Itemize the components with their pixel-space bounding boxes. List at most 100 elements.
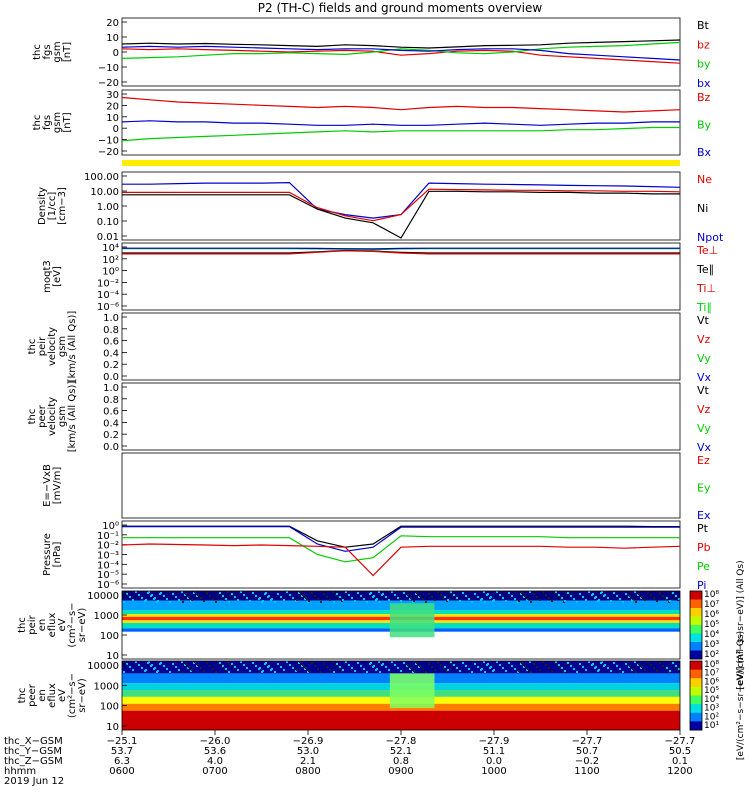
spectrogram-band	[122, 710, 680, 730]
colorbar-cell	[690, 678, 702, 688]
ytick-label: 10	[106, 113, 119, 124]
colorbar-cell	[690, 625, 702, 634]
colorbar-tick-label: 10⁸	[704, 660, 719, 670]
spectrogram-noise	[635, 601, 637, 603]
spectrogram-noise	[200, 667, 202, 669]
spectrogram-noise	[419, 595, 421, 597]
spectrogram-noise	[659, 592, 661, 594]
ylabel-line: eV	[57, 618, 68, 631]
spectrogram-noise	[373, 595, 375, 597]
spectrogram-noise	[271, 598, 273, 600]
ytick-label: 10⁻²	[97, 278, 119, 289]
spectrogram-noise	[129, 666, 131, 668]
spectrogram-noise	[320, 671, 322, 673]
spectrogram-noise	[228, 601, 230, 603]
spectrogram-noise	[570, 595, 572, 597]
colorbar-tick-label: 10⁴	[704, 630, 719, 640]
panel-3: Density[1/cc][cm−3] 100.00 10.00 1.00 0.10 0.…	[37, 171, 724, 244]
legend-entry: Vt	[697, 314, 710, 327]
legend-entry: Vt	[697, 384, 710, 397]
ytick-label: 0.01	[97, 232, 119, 243]
ylabel-line: fgs	[42, 44, 53, 59]
spectrogram-noise	[564, 600, 566, 602]
spectrogram-noise	[391, 591, 393, 593]
ylabel-line: sr−eV)	[77, 678, 88, 713]
ylabel-line: thc	[32, 44, 43, 60]
legend-entry: Te⊥	[696, 244, 718, 257]
ytick-label: 10	[106, 33, 119, 44]
spectrogram-noise	[222, 665, 224, 667]
spectrogram-noise	[407, 594, 409, 596]
ylabel-line: en	[37, 689, 48, 702]
spectrogram-noise	[268, 665, 270, 667]
ytick-label: 0.0	[103, 442, 119, 453]
spectrogram-noise	[181, 591, 183, 593]
spectrogram-noise	[471, 671, 473, 673]
spectrogram-noise	[132, 669, 134, 671]
spectrogram-noise	[484, 601, 486, 603]
ytick-label: 1000	[94, 611, 119, 622]
spectrogram-noise	[255, 595, 257, 597]
spectrogram-noise	[351, 667, 353, 669]
spectrogram-noise	[576, 671, 578, 673]
spectrogram-noise	[481, 598, 483, 600]
spectrogram-noise	[348, 664, 350, 666]
spectrogram-noise	[622, 601, 624, 603]
colorbar-label: [eV/(cm²−s−sr−eV)] (All Qs)	[736, 631, 746, 760]
ytick-label: 0	[113, 124, 119, 135]
spectrogram-noise	[243, 664, 245, 666]
spectrogram-noise	[391, 661, 393, 663]
series-by-line	[121, 41, 681, 59]
spectrogram-noise	[529, 661, 531, 663]
spectrogram-noise	[326, 596, 328, 598]
spectrogram-noise	[536, 596, 538, 598]
spectrogram-noise	[656, 670, 658, 672]
xtick-x-label: −27.9	[479, 736, 510, 747]
series-bz-line	[121, 96, 681, 113]
colorbar-frame	[689, 660, 703, 731]
legend-entry: Ey	[697, 482, 711, 495]
spectrogram-noise	[388, 599, 390, 601]
spectrogram-noise	[487, 593, 489, 595]
panel-frame	[121, 590, 681, 660]
xtick-t-label: 0900	[388, 766, 413, 777]
spectrogram-noise	[592, 593, 594, 595]
ytick-label: 10	[106, 722, 119, 733]
ylabel-line: thc	[17, 617, 28, 633]
ytick-label: 1000	[94, 681, 119, 692]
spectrogram-noise	[308, 600, 310, 602]
series-ni-line	[122, 190, 680, 239]
spectrogram-noise	[653, 597, 655, 599]
spectrogram-noise	[647, 661, 649, 663]
spectrogram-noise	[474, 663, 476, 665]
xaxis-row-label: thc_X−GSM	[4, 736, 63, 747]
panel-frame	[121, 17, 681, 87]
spectrogram-noise	[194, 591, 196, 593]
ytick-label: 0.6	[103, 337, 119, 348]
spectrogram-noise	[339, 596, 341, 598]
spectrogram-noise	[595, 666, 597, 668]
spectrogram-noise	[289, 664, 291, 666]
spectrogram-noise	[166, 668, 168, 670]
legend-entry: Ti⊥	[696, 282, 716, 295]
spectrogram-noise	[252, 592, 254, 594]
legend-entry: Pe	[697, 560, 710, 573]
panel-ylabel: thcfgsgsm[nT]	[32, 41, 73, 62]
colorbar-tick-label: 10¹	[704, 721, 719, 731]
spectrogram-noise	[625, 663, 627, 665]
spectrogram-noise	[305, 667, 307, 669]
panel-frame	[121, 382, 681, 451]
spectrogram-noise	[191, 669, 193, 671]
spectrogram-noise	[283, 669, 285, 671]
colorbar-label: [eV/(cm²−s−sr−eV)] (All Qs)	[736, 560, 746, 689]
spectrogram-noise	[178, 669, 180, 671]
spectrogram-noise	[471, 601, 473, 603]
spectrogram-noise	[468, 598, 470, 600]
xtick-y-label: 53.7	[111, 746, 133, 757]
spectrogram-noise	[644, 669, 646, 671]
spectrogram-noise	[484, 671, 486, 673]
ytick-label: 0.0	[103, 372, 119, 383]
spectrogram-noise	[332, 661, 334, 663]
spectrogram-noise	[323, 593, 325, 595]
series-ti-line	[122, 247, 680, 250]
